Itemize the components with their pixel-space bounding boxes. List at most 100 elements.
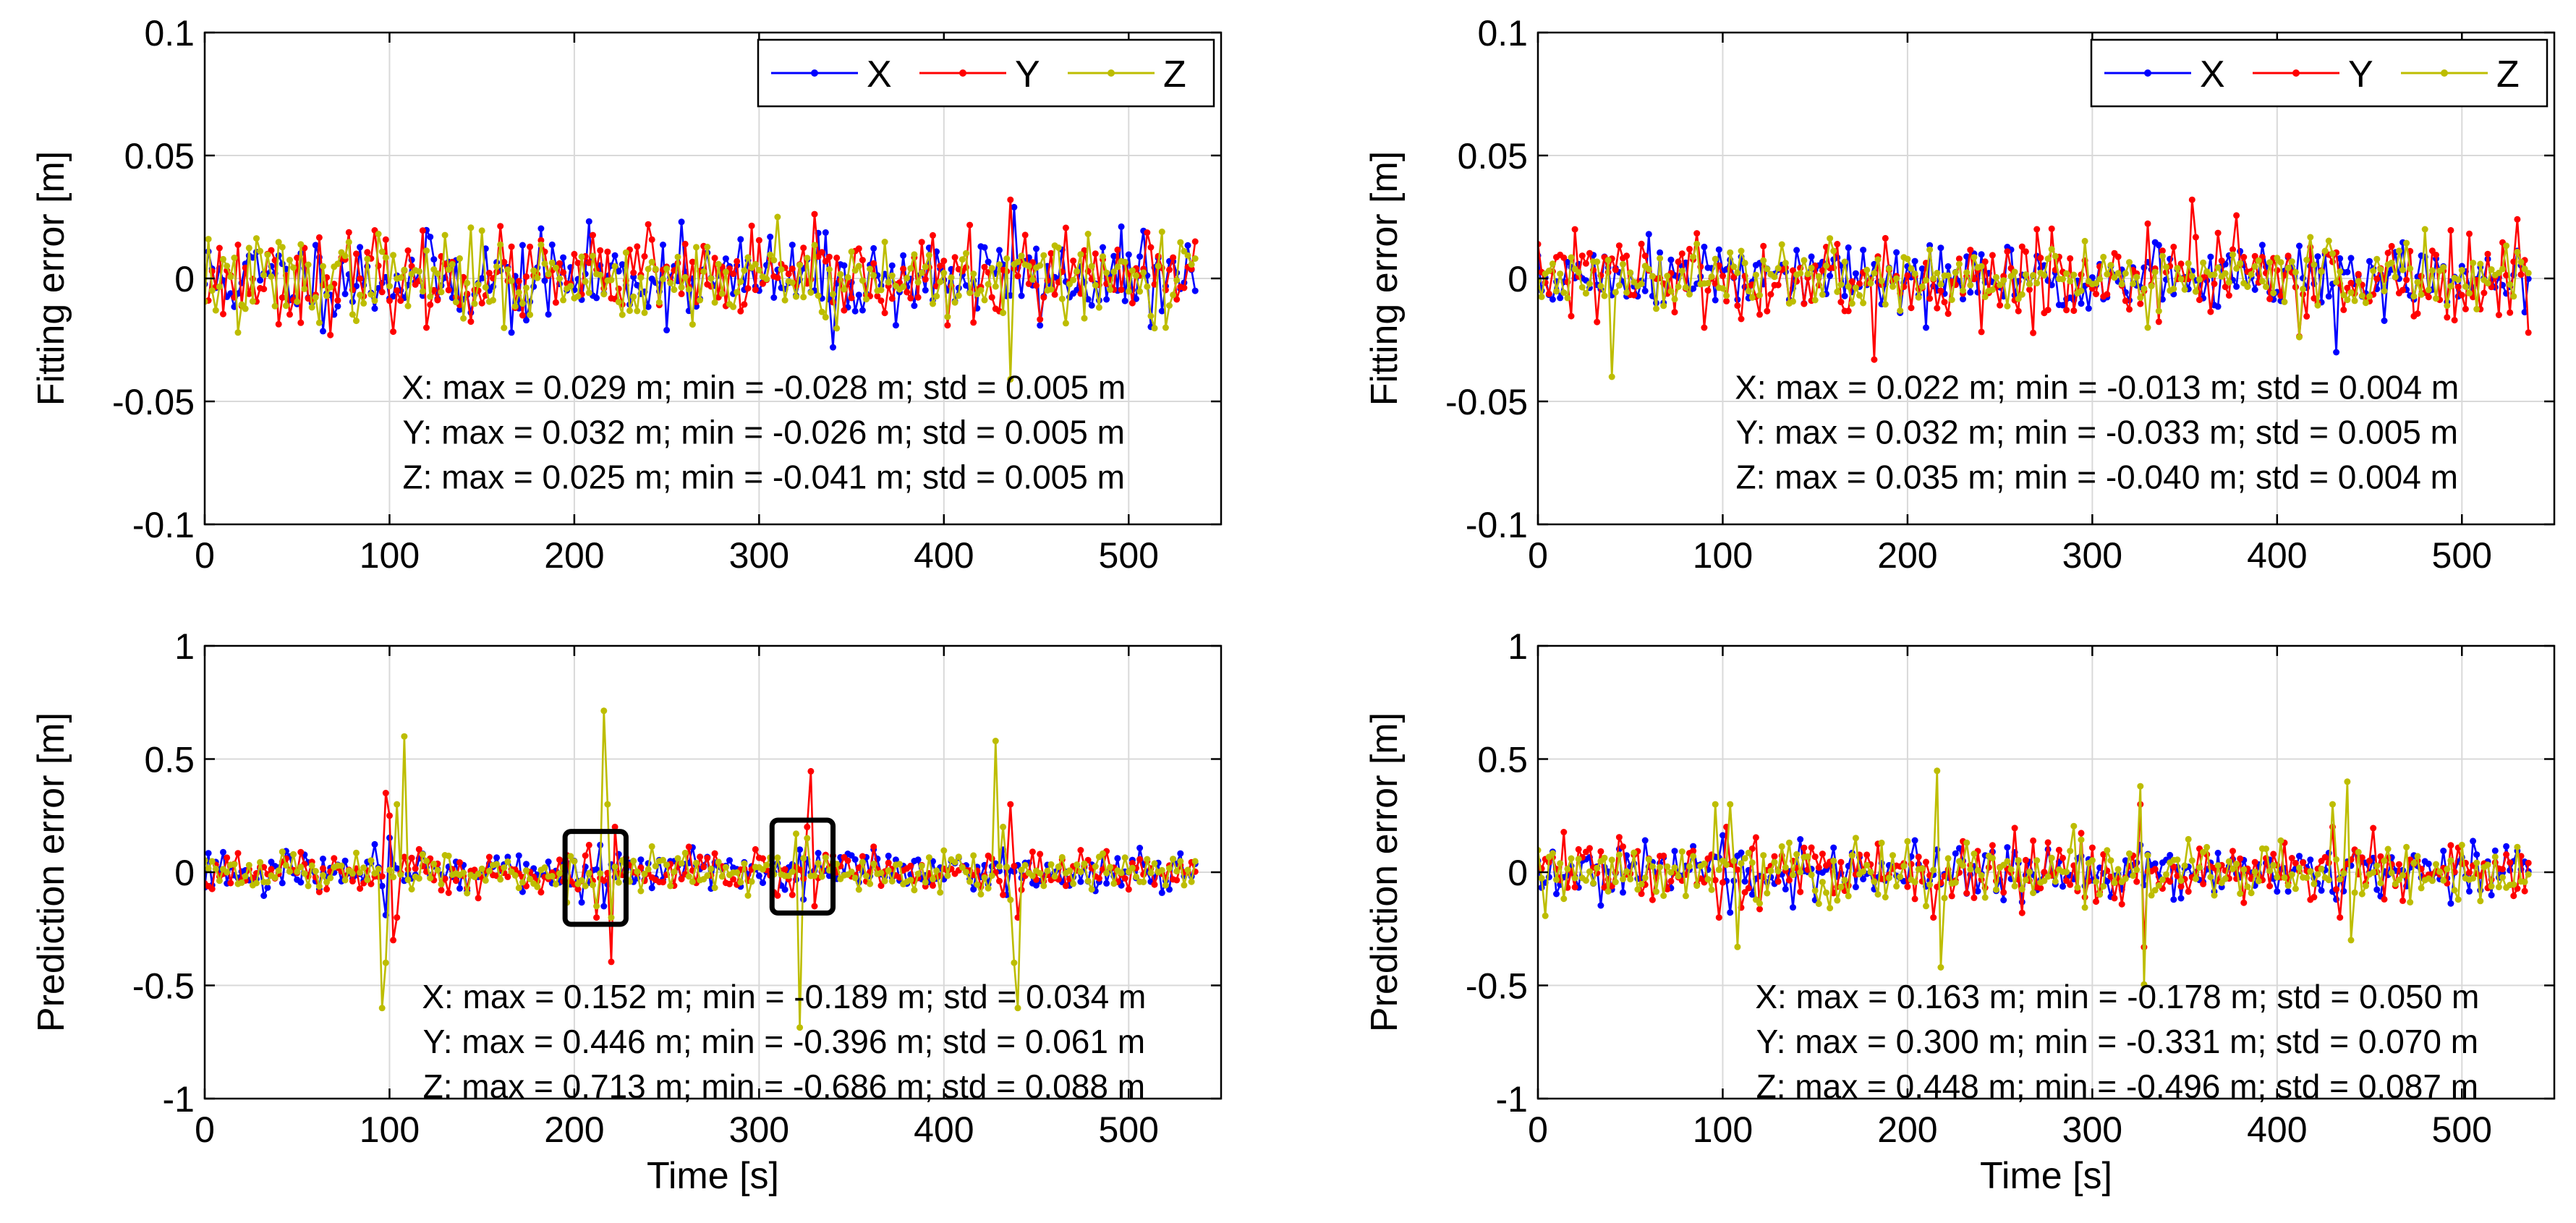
fit-right-Z-point-107 bbox=[1930, 275, 1937, 282]
fit-right-Y-point-264 bbox=[2510, 258, 2517, 265]
pred-right-Z-point-230 bbox=[2384, 845, 2392, 853]
fit-right-X-point-8 bbox=[1564, 258, 1571, 265]
pred-right-Z-point-107 bbox=[1930, 866, 1937, 874]
pred-right-Z-point-260 bbox=[2495, 884, 2502, 890]
pred-right-X-point-171 bbox=[2167, 851, 2174, 858]
pred-left-Z-point-237 bbox=[1077, 869, 1084, 876]
pred-right-Z-point-10 bbox=[1571, 874, 1578, 882]
pred-left-Z-point-84 bbox=[511, 872, 519, 879]
fit-right-Z-point-137 bbox=[2041, 272, 2048, 278]
fit-right-Z-point-217 bbox=[2337, 268, 2344, 275]
pred-right-Y-point-31 bbox=[1649, 896, 1656, 903]
fit-right-Z-point-215 bbox=[2329, 250, 2336, 257]
pred-right-Z-point-28 bbox=[1638, 881, 1645, 887]
pred-left-Z-point-145 bbox=[737, 879, 744, 886]
fit-left-Y-point-96 bbox=[556, 260, 563, 267]
fit-right-X-point-115 bbox=[1960, 296, 1966, 303]
pred-right-Z-point-53 bbox=[1730, 857, 1738, 864]
fit-right-Z-point-160 bbox=[2126, 259, 2133, 266]
pred-left-Z-point-167 bbox=[818, 873, 825, 880]
fit-left-Z-point-186 bbox=[888, 272, 896, 279]
fit-left-annotation-1: Y: max = 0.032 m; min = -0.026 m; std = … bbox=[403, 414, 1125, 451]
pred-right-Z-point-155 bbox=[2107, 857, 2114, 864]
fit-left-Z-point-237 bbox=[1077, 251, 1084, 258]
pred-right-Z-point-93 bbox=[1878, 839, 1885, 846]
fit-left-Y-point-101 bbox=[574, 260, 582, 267]
fit-right-Y-point-177 bbox=[2188, 196, 2195, 203]
pred-left-xtick-label-1: 100 bbox=[360, 1109, 420, 1150]
fit-left-Z-point-199 bbox=[937, 278, 944, 286]
pred-right-Y-point-151 bbox=[2093, 898, 2099, 905]
pred-right-X-point-184 bbox=[2214, 849, 2222, 856]
fit-left-Z-point-27 bbox=[301, 285, 308, 292]
fit-right-Y-point-22 bbox=[1615, 242, 1623, 250]
pred-right-Z-point-86 bbox=[1852, 835, 1859, 842]
fit-left-Z-point-112 bbox=[615, 299, 622, 305]
fit-right-X-point-102 bbox=[1911, 257, 1918, 265]
fit-right-Z-point-247 bbox=[2447, 283, 2454, 290]
fit-left-Z-point-96 bbox=[556, 275, 563, 282]
fit-right-X-point-168 bbox=[2155, 242, 2162, 249]
pred-left-Z-point-112 bbox=[615, 879, 622, 886]
pred-right-ylabel: Prediction error [m] bbox=[1364, 712, 1406, 1032]
pred-left-X-point-102 bbox=[578, 899, 585, 906]
pred-right-X-point-50 bbox=[1720, 832, 1726, 839]
fit-right-annotation-1: Y: max = 0.032 m; min = -0.033 m; std = … bbox=[1736, 414, 2458, 451]
fit-right-Z-point-23 bbox=[1620, 260, 1626, 268]
pred-right-Z-point-23 bbox=[1620, 876, 1626, 883]
fit-left-Z-point-184 bbox=[881, 239, 888, 245]
pred-left-xtick-label-4: 400 bbox=[914, 1109, 974, 1150]
pred-left-Z-point-207 bbox=[966, 878, 974, 885]
fit-right-Y-point-234 bbox=[2399, 286, 2406, 294]
fit-left-Z-point-189 bbox=[900, 284, 907, 290]
fit-left-Z-point-12 bbox=[245, 244, 252, 252]
fit-left-Z-point-156 bbox=[778, 266, 785, 273]
pred-right-Z-point-40 bbox=[1682, 892, 1689, 900]
pred-left-Z-point-111 bbox=[611, 864, 619, 870]
pred-left-Z-point-147 bbox=[744, 892, 752, 899]
fit-right-annotation-0: X: max = 0.022 m; min = -0.013 m; std = … bbox=[1735, 369, 2459, 406]
fit-right-Z-point-153 bbox=[2100, 253, 2107, 260]
fit-right-Y-point-134 bbox=[2030, 329, 2037, 336]
fit-right-Z-point-115 bbox=[1960, 287, 1966, 294]
fit-right-Y-point-163 bbox=[2137, 300, 2144, 307]
pred-left-Y-point-66 bbox=[445, 890, 452, 896]
pred-right-X-point-206 bbox=[2296, 853, 2303, 860]
fit-left-X-point-15 bbox=[257, 277, 264, 284]
fit-right-Z-point-56 bbox=[1741, 260, 1748, 267]
pred-right-Z-point-38 bbox=[1675, 872, 1682, 879]
fit-left-Y-point-55 bbox=[404, 247, 412, 254]
fit-left-Z-point-190 bbox=[904, 274, 911, 281]
pred-right-X-point-262 bbox=[2503, 843, 2510, 850]
pred-right-Y-point-223 bbox=[2358, 854, 2365, 861]
fit-right-Z-point-5 bbox=[1553, 288, 1560, 295]
fit-right-Y-point-16 bbox=[1594, 318, 1601, 325]
pred-left-Y-point-26 bbox=[297, 848, 305, 856]
pred-left-annotation-1: Y: max = 0.446 m; min = -0.396 m; std = … bbox=[423, 1023, 1145, 1060]
fit-right-Z-point-262 bbox=[2503, 242, 2510, 250]
fit-left-Z-point-253 bbox=[1136, 288, 1144, 295]
pred-left-Z-point-70 bbox=[460, 869, 467, 877]
fit-left-Z-point-198 bbox=[933, 293, 940, 300]
fit-left-Y-point-223 bbox=[1025, 280, 1032, 287]
pred-left-Z-point-60 bbox=[423, 857, 430, 864]
fit-left-Z-point-146 bbox=[741, 267, 748, 274]
fit-left-X-point-36 bbox=[334, 302, 341, 310]
fit-right-Z-point-254 bbox=[2473, 305, 2481, 312]
pred-left-Z-point-162 bbox=[800, 855, 807, 862]
fit-left-Z-point-64 bbox=[438, 289, 445, 296]
pred-left-Z-point-1 bbox=[205, 865, 212, 872]
pred-left-Y-point-191 bbox=[907, 862, 914, 869]
fit-left-Z-point-256 bbox=[1147, 312, 1155, 320]
fit-left-X-point-111 bbox=[611, 252, 619, 259]
fit-left-Z-point-78 bbox=[490, 297, 496, 304]
pred-right-X-point-80 bbox=[1830, 844, 1837, 851]
pred-right-Z-point-209 bbox=[2307, 868, 2314, 875]
fit-left-Z-point-243 bbox=[1100, 253, 1106, 260]
fit-right-Y-point-21 bbox=[1612, 266, 1619, 273]
fit-left-Y-point-149 bbox=[752, 286, 759, 294]
pred-left-Z-point-42 bbox=[357, 869, 364, 876]
pred-right-Z-point-33 bbox=[1657, 864, 1664, 871]
pred-right-Z-point-16 bbox=[1594, 864, 1601, 872]
fit-right-Y-point-24 bbox=[1623, 252, 1631, 260]
